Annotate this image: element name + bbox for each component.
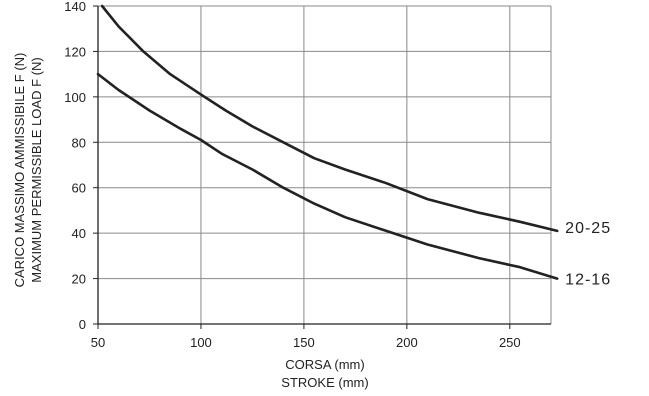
x-tick-label-50: 50: [91, 335, 105, 350]
series-label-12-16: 12-16: [565, 272, 611, 289]
series-line-12-16: [96, 72, 559, 280]
series-labels: 20-25 12-16: [565, 220, 611, 289]
y-tick-label-80: 80: [72, 135, 86, 150]
y-axis-title-line-2: MAXIMUM PERMISSIBLE LOAD F (N): [29, 57, 44, 282]
y-tick-label-120: 120: [64, 44, 86, 59]
x-tick-label-200: 200: [396, 335, 418, 350]
series-line-20-25: [100, 4, 559, 233]
y-tick-label-20: 20: [72, 272, 86, 287]
y-axis-title-line-1: CARICO MASSIMO AMMISSIBILE F (N): [12, 53, 27, 288]
tick-labels: 0 20 40 60 80 100 120 140 50 100 150 200 250: [64, 0, 520, 350]
axes: [93, 5, 551, 329]
grid: [98, 5, 552, 324]
x-tick-label-250: 250: [499, 335, 521, 350]
y-tick-label-0: 0: [79, 317, 86, 332]
y-tick-label-40: 40: [72, 226, 86, 241]
y-tick-label-60: 60: [72, 181, 86, 196]
series-label-20-25: 20-25: [565, 220, 611, 237]
x-tick-label-100: 100: [190, 335, 212, 350]
x-axis-title-line-1: CORSA (mm): [285, 357, 364, 372]
y-tick-label-100: 100: [64, 90, 86, 105]
x-tick-label-150: 150: [293, 335, 315, 350]
x-axis-title-line-2: STROKE (mm): [281, 375, 368, 390]
y-tick-label-140: 140: [64, 0, 86, 14]
series-lines: [96, 4, 559, 280]
